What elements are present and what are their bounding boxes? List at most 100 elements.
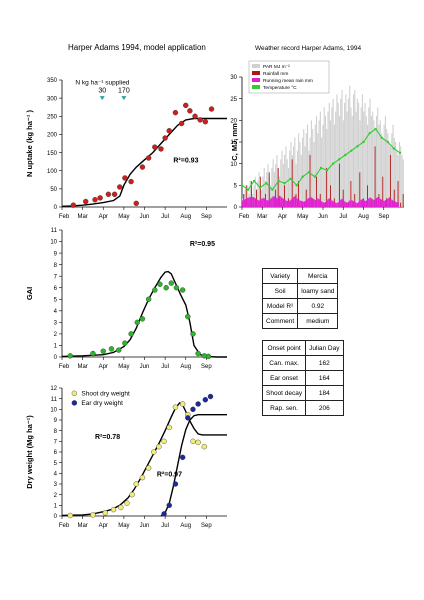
x-tick-label: Apr	[99, 364, 108, 370]
observed-point	[183, 102, 189, 109]
rain-mean-bar	[308, 197, 310, 207]
x-tick-label: Jul	[161, 523, 169, 529]
r2-annotation: R²=0.97	[157, 472, 182, 479]
par-bar	[361, 94, 363, 207]
rain-mean-bar	[247, 197, 249, 207]
shoot-point	[110, 506, 117, 513]
rain-mean-bar	[395, 201, 397, 207]
rain-mean-bar	[341, 198, 343, 207]
info-value: medium	[297, 313, 339, 329]
observed-point	[162, 135, 168, 141]
temperature-point	[331, 162, 335, 165]
observed-point	[122, 175, 128, 181]
par-bar	[319, 111, 321, 207]
temperature-point	[380, 136, 383, 139]
onset-value: 184	[305, 385, 344, 401]
x-tick-label: Feb	[59, 523, 70, 529]
rain-mean-bar	[327, 199, 329, 207]
y-tick-label: 5	[54, 297, 58, 303]
rain-mean-bar	[351, 200, 353, 207]
observed-point	[100, 348, 106, 354]
ear-point	[202, 397, 209, 403]
y-tick-label: 1	[54, 344, 58, 350]
par-bar	[372, 111, 374, 207]
temperature-point	[259, 186, 262, 189]
temperature-point	[246, 188, 250, 191]
rain-mean-bar	[326, 200, 328, 207]
onset-label: Shoot decay	[261, 385, 307, 401]
rain-mean-bar	[393, 201, 396, 207]
rain-mean-bar	[243, 200, 245, 207]
par-bar	[324, 116, 326, 207]
y-tick-label: 7	[54, 274, 58, 280]
rain-mean-bar	[262, 197, 264, 207]
par-bar	[261, 189, 263, 207]
par-bar	[312, 129, 314, 207]
y-tick-label: 10	[50, 408, 57, 414]
rain-mean-bar	[321, 201, 323, 207]
temperature-point	[392, 147, 396, 150]
par-bar	[393, 137, 395, 207]
onset-header-label: Onset point	[261, 340, 307, 356]
temperature-point	[344, 153, 347, 157]
par-bar	[386, 129, 388, 207]
par-bar	[273, 172, 275, 207]
rain-bar	[305, 189, 307, 207]
rain-mean-bar	[355, 202, 357, 207]
par-bar	[285, 146, 287, 207]
ear-point	[207, 393, 214, 400]
par-bar	[402, 159, 404, 207]
observed-point	[187, 108, 193, 114]
model-line	[61, 270, 227, 358]
rain-mean-bar	[300, 200, 302, 207]
rain-mean-bar	[336, 203, 338, 207]
rain-bar	[354, 194, 356, 207]
y-tick-label: 2	[54, 332, 58, 338]
rain-mean-bar	[369, 197, 371, 207]
y-tick-label: 25	[230, 97, 237, 103]
rain-mean-bar	[318, 199, 320, 207]
rain-mean-bar	[245, 198, 248, 207]
y-tick-label: 4	[54, 472, 58, 478]
shoot-point	[195, 439, 201, 446]
temperature-point	[368, 132, 371, 135]
par-bar	[356, 98, 358, 207]
legend-entry: Running mean rain mm	[263, 78, 313, 84]
rain-mean-bar	[323, 202, 325, 207]
rain-mean-bar	[271, 197, 273, 207]
ear-point	[172, 481, 179, 487]
info-value: loamy sand	[297, 283, 339, 299]
y-tick-label: 9	[54, 418, 58, 424]
par-bar	[284, 155, 286, 207]
shoot-point	[172, 404, 179, 410]
rain-mean-bar	[387, 198, 389, 207]
rain-bar	[367, 185, 368, 207]
x-tick-label: May	[297, 214, 308, 220]
par-bar	[370, 116, 372, 207]
y-tick-label: 20	[230, 119, 237, 125]
x-tick-label: Sep	[378, 214, 389, 220]
legend-marker	[71, 390, 78, 397]
observed-point	[70, 202, 77, 208]
x-tick-label: Jul	[161, 214, 169, 220]
table-row: Ear onset 164	[261, 370, 344, 386]
rain-mean-bar	[378, 197, 380, 207]
x-tick-label: Feb	[59, 364, 70, 370]
rain-mean-bar	[312, 198, 314, 207]
par-bar	[328, 103, 330, 207]
shoot-point	[129, 491, 135, 498]
rain-mean-bar	[381, 199, 383, 207]
legend-swatch	[252, 64, 260, 68]
temperature-point	[265, 181, 268, 185]
par-bar	[301, 137, 304, 207]
par-bar	[266, 172, 268, 207]
rain-mean-bar	[252, 197, 254, 207]
observed-point	[139, 164, 146, 170]
table-row: Soil loamy sand	[261, 283, 339, 299]
x-tick-label: Aug	[180, 523, 191, 529]
rain-mean-bar	[285, 200, 287, 207]
temperature-point	[289, 177, 292, 181]
observed-point	[128, 178, 134, 185]
n-dose-value: 30	[98, 88, 106, 95]
rain-mean-bar	[319, 200, 322, 207]
